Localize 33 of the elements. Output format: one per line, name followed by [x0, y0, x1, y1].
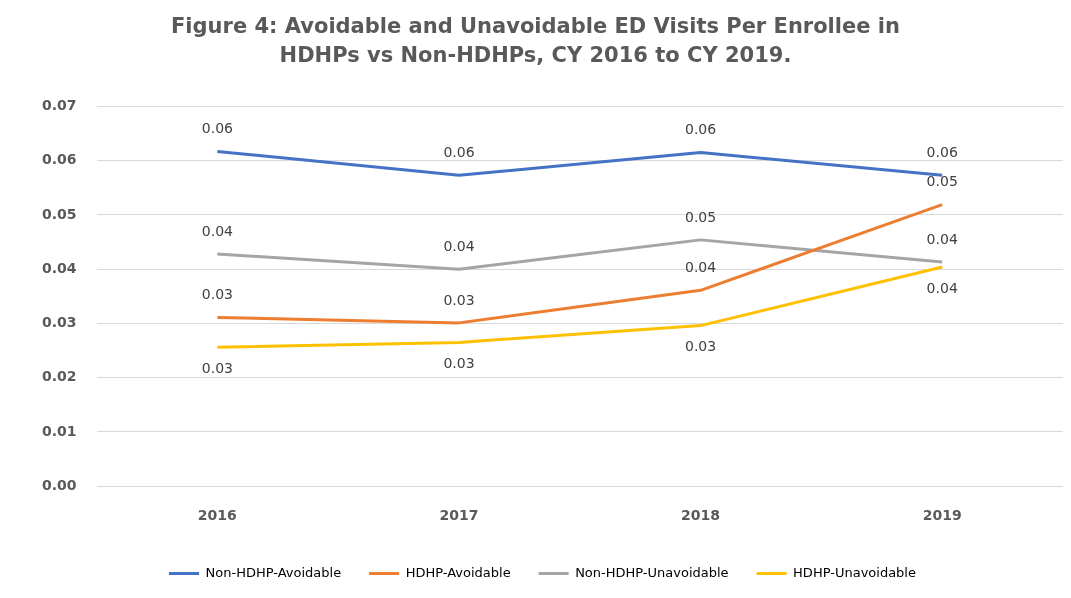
chart-title: Figure 4: Avoidable and Unavoidable ED Visits Per Enrollee in HDHPs vs Non-HDHPs, CY 2016 to CY 2019. [170, 13, 901, 69]
y-tick-label: 0.07 [42, 97, 77, 114]
y-tick-label: 0.00 [42, 476, 77, 493]
data-label: 0.04 [443, 237, 475, 254]
legend-label: HDHP-Avoidable [405, 564, 511, 580]
x-tick-label: 2017 [439, 507, 479, 524]
data-label: 0.05 [926, 173, 958, 190]
data-label: 0.04 [201, 222, 234, 239]
legend-label: Non-HDHP-Avoidable [205, 564, 342, 580]
y-tick-label: 0.02 [42, 368, 77, 385]
data-label: 0.03 [201, 286, 233, 303]
x-tick-label: 2018 [681, 507, 721, 524]
y-tick-label: 0.04 [42, 259, 77, 276]
data-label: 0.04 [926, 279, 958, 296]
x-tick-label: 2016 [197, 507, 237, 524]
data-label: 0.06 [926, 143, 958, 160]
data-label: 0.03 [443, 355, 475, 372]
x-tick-label: 2019 [922, 507, 962, 524]
data-label: 0.03 [201, 359, 233, 376]
data-label: 0.06 [684, 121, 717, 138]
legend-label: Non-HDHP-Unavoidable [575, 564, 729, 580]
data-label: 0.06 [201, 120, 234, 137]
y-tick-label: 0.06 [42, 151, 77, 168]
data-label: 0.05 [684, 208, 717, 225]
data-label: 0.04 [684, 258, 717, 275]
y-tick-label: 0.01 [42, 422, 77, 439]
y-tick-label: 0.03 [42, 314, 77, 331]
data-label: 0.04 [926, 230, 958, 247]
data-label: 0.06 [443, 143, 475, 160]
data-label: 0.03 [443, 291, 475, 308]
y-tick-label: 0.05 [42, 205, 77, 222]
legend-label: HDHP-Unavoidable [793, 564, 916, 580]
data-label: 0.03 [684, 338, 717, 355]
